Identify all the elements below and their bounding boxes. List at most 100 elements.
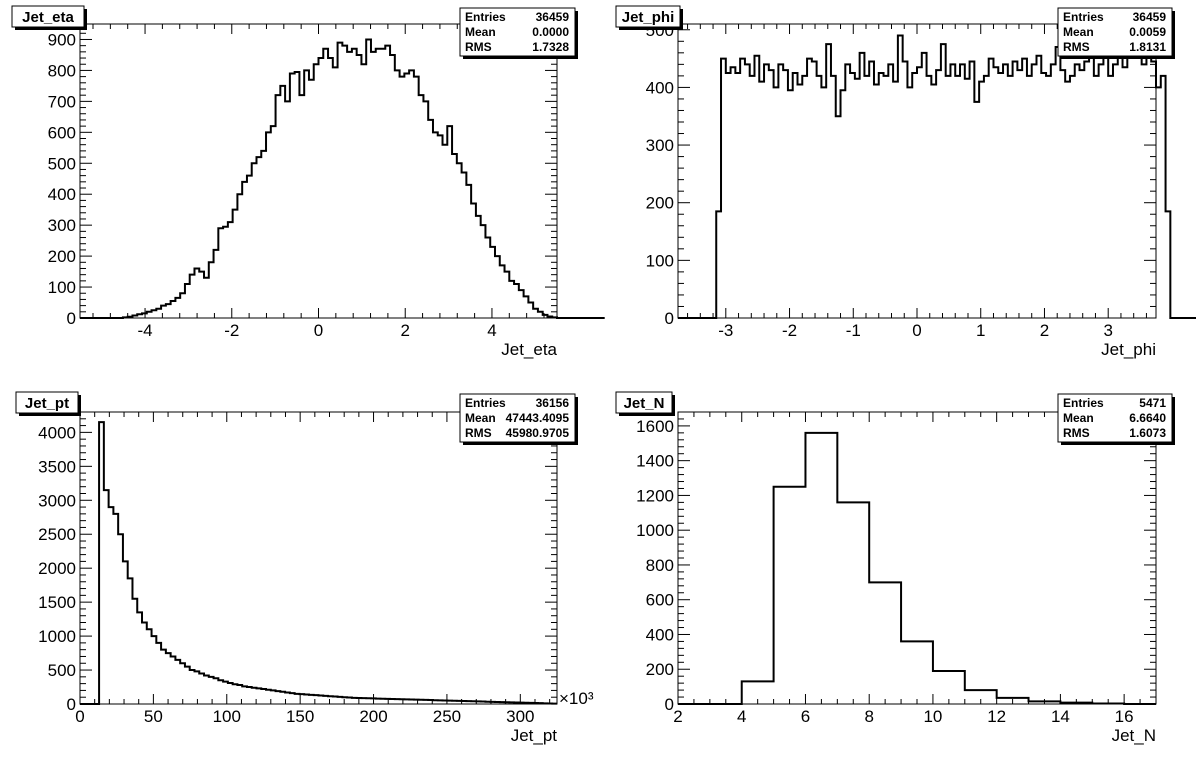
y-tick-label: 400 (646, 78, 674, 97)
stats-label: RMS (465, 426, 492, 440)
x-tick-label: 200 (359, 707, 387, 726)
x-tick-label: 0 (912, 321, 921, 340)
x-tick-label: 250 (433, 707, 461, 726)
y-tick-label: 1400 (636, 452, 674, 471)
stats-value: 36459 (536, 10, 570, 24)
plot-frame (677, 411, 1157, 705)
x-tick-label: 14 (1051, 707, 1070, 726)
x-tick-label: 4 (737, 707, 746, 726)
y-tick-label: 200 (48, 247, 76, 266)
histogram-title-box: Jet_pt (15, 391, 81, 416)
x-axis-label: Jet_phi (1101, 340, 1156, 359)
x-tick-label: 8 (864, 707, 873, 726)
stats-value: 6.6640 (1129, 411, 1166, 425)
histogram-title-box: Jet_eta (11, 5, 87, 30)
stats-label: Entries (465, 396, 506, 410)
y-tick-label: 500 (48, 154, 76, 173)
stats-value: 0.0059 (1129, 25, 1166, 39)
stats-label: Mean (465, 411, 496, 425)
y-tick-label: 900 (48, 30, 76, 49)
y-tick-label: 100 (646, 251, 674, 270)
stats-value: 36459 (1133, 10, 1167, 24)
x-tick-label: -4 (137, 321, 152, 340)
y-tick-label: 300 (646, 136, 674, 155)
y-tick-label: 3500 (38, 457, 76, 476)
stats-label: Mean (465, 25, 496, 39)
chart-panel-Jet_phi: -3 -2 -1 0 1 2 30100200300400500Jet_phiJet_phi… (615, 5, 1196, 359)
y-tick-label: 0 (665, 695, 674, 714)
x-tick-label: 10 (923, 707, 942, 726)
x-tick-label: 12 (987, 707, 1006, 726)
x-tick-label: 300 (506, 707, 534, 726)
stats-label: Entries (1063, 10, 1104, 24)
y-tick-label: 2000 (38, 559, 76, 578)
y-tick-label: 500 (48, 661, 76, 680)
x-tick-label: 150 (286, 707, 314, 726)
stats-label: RMS (1063, 426, 1090, 440)
x-tick-label: 2 (1040, 321, 1049, 340)
x-tick-label: 4 (487, 321, 496, 340)
stats-value: 47443.4095 (506, 411, 570, 425)
y-tick-label: 600 (48, 123, 76, 142)
y-tick-label: 800 (48, 61, 76, 80)
x-tick-label: -2 (782, 321, 797, 340)
y-tick-label: 0 (67, 695, 76, 714)
x-tick-label: 1 (976, 321, 985, 340)
y-tick-label: 1200 (636, 486, 674, 505)
y-tick-label: 600 (646, 591, 674, 610)
stats-label: RMS (1063, 40, 1090, 54)
histogram-line (80, 421, 557, 705)
stats-box: Entries 36156 Mean 47443.4095 RMS 45980.9705 (459, 393, 578, 445)
y-tick-label: 1500 (38, 593, 76, 612)
x-tick-label: 50 (144, 707, 163, 726)
x-tick-label: 16 (1115, 707, 1134, 726)
y-tick-label: 700 (48, 92, 76, 111)
stats-box: Entries 36459 Mean 0.0000 RMS 1.7328 (459, 7, 578, 59)
x-tick-label: -1 (846, 321, 861, 340)
chart-panel-Jet_N: 2 4 6 8 10 12 14 16 0 200 400 600 800 1000 1200 1400 160… (615, 391, 1175, 745)
histogram-title: Jet_phi (622, 9, 675, 26)
y-tick-label: 300 (48, 216, 76, 235)
y-tick-label: 3000 (38, 491, 76, 510)
y-tick-label: 2500 (38, 525, 76, 544)
stats-label: Mean (1063, 411, 1094, 425)
histogram-title-box: Jet_N (615, 391, 675, 416)
y-tick-label: 800 (646, 556, 674, 575)
chart-panel-Jet_pt: 0 50 100 150 200 250 3000500100015002000250030… (15, 391, 594, 745)
x-tick-label: 2 (400, 321, 409, 340)
y-tick-label: 4000 (38, 423, 76, 442)
y-tick-label: 1000 (636, 521, 674, 540)
stats-value: 1.7328 (532, 40, 569, 54)
x-tick-label: 100 (213, 707, 241, 726)
histogram-line (80, 38, 605, 319)
plot-frame (79, 23, 558, 319)
x-tick-label: -2 (224, 321, 239, 340)
histogram-title: Jet_eta (22, 9, 74, 26)
x-tick-label: 6 (801, 707, 810, 726)
stats-value: 45980.9705 (506, 426, 570, 440)
stats-value: 1.8131 (1129, 40, 1166, 54)
y-tick-label: 400 (48, 185, 76, 204)
y-tick-label: 0 (665, 309, 674, 328)
stats-box: Entries 5471 Mean 6.6640 RMS 1.6073 (1057, 393, 1175, 445)
y-tick-label: 100 (48, 278, 76, 297)
y-tick-label: 1600 (636, 417, 674, 436)
stats-label: RMS (465, 40, 492, 54)
stats-value: 0.0000 (532, 25, 569, 39)
x-axis-label: Jet_eta (501, 340, 557, 359)
x-axis-label: Jet_pt (511, 726, 558, 745)
plot-frame (79, 411, 558, 705)
x-tick-label: 0 (75, 707, 84, 726)
histogram-title: Jet_N (624, 395, 665, 412)
x-axis-multiplier: ×10³ (559, 689, 594, 708)
stats-value: 5471 (1139, 396, 1166, 410)
x-tick-label: 0 (314, 321, 323, 340)
y-tick-label: 200 (646, 660, 674, 679)
y-tick-label: 1000 (38, 627, 76, 646)
y-tick-label: 400 (646, 625, 674, 644)
stats-value: 36156 (536, 396, 570, 410)
histogram-line (678, 431, 1156, 705)
x-tick-label: 2 (673, 707, 682, 726)
x-tick-label: -3 (718, 321, 733, 340)
